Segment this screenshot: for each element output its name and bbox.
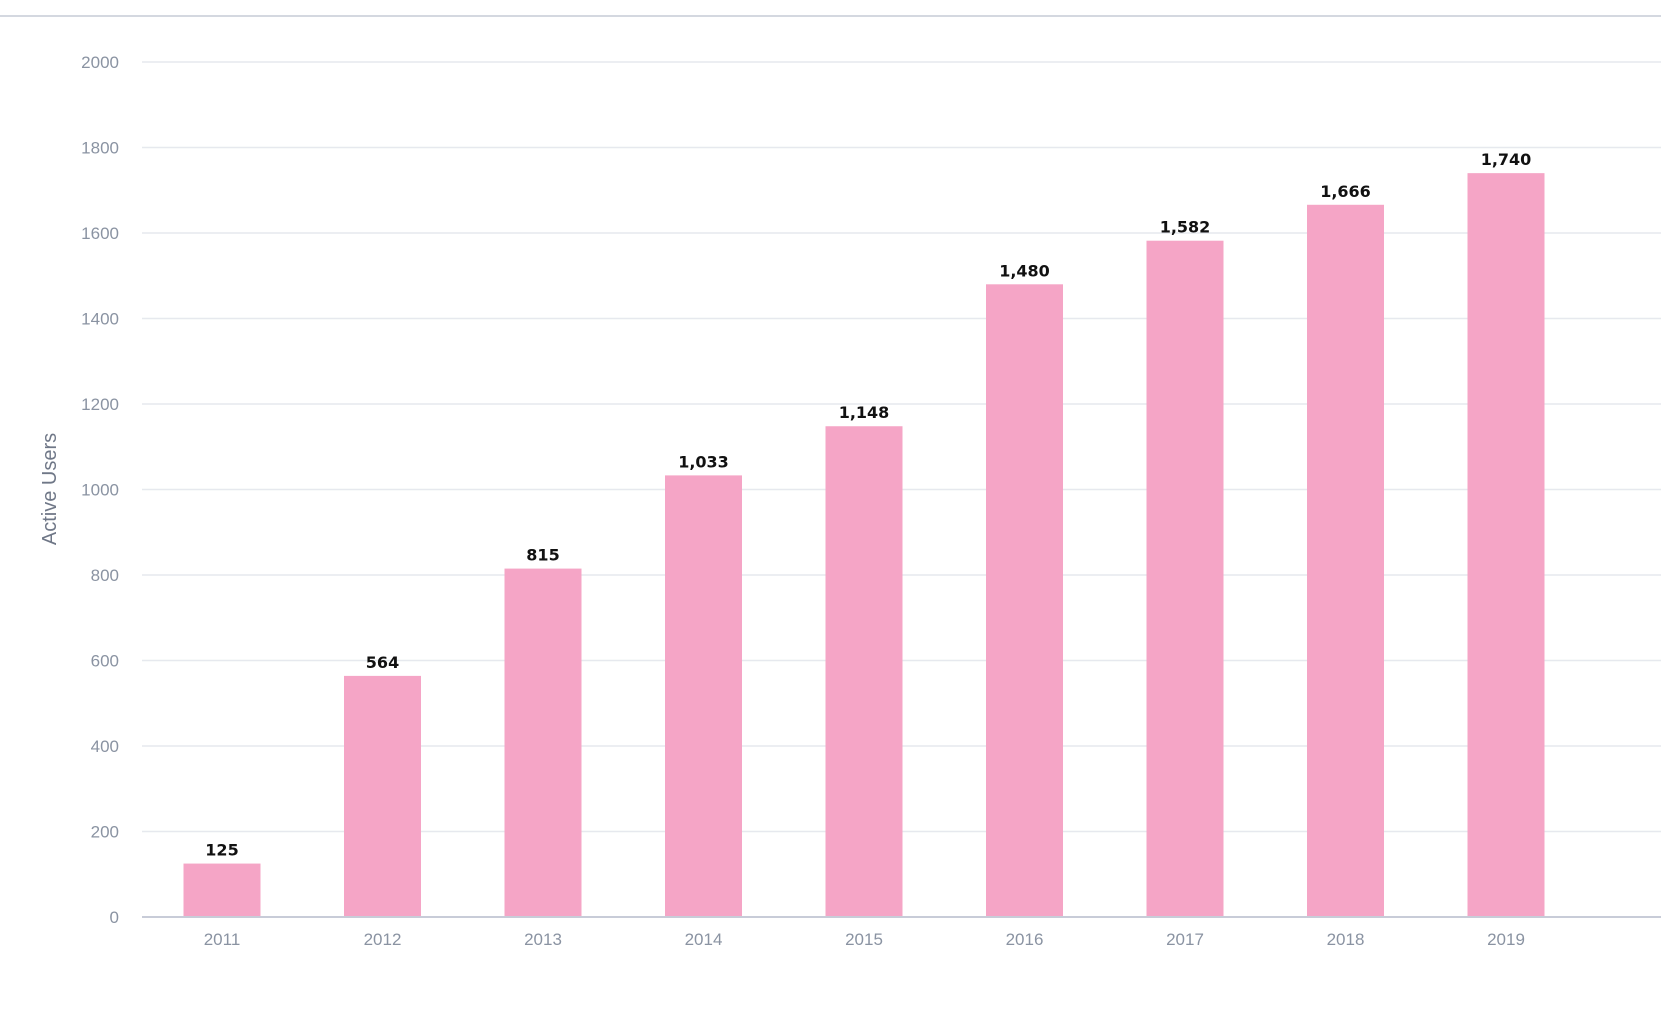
bar-data-label: 1,033 [678,452,729,471]
y-tick-label: 1000 [81,481,119,500]
y-tick-label: 200 [91,823,119,842]
y-tick-label: 600 [91,652,119,671]
x-tick-label: 2017 [1166,930,1204,949]
bar-data-label: 1,148 [839,403,890,422]
y-tick-label: 1200 [81,395,119,414]
bar-data-label: 815 [526,546,559,565]
bar-data-label: 564 [366,653,399,672]
y-tick-label: 1600 [81,224,119,243]
x-axis-ticks: 2011 2012 2013 2014 2015 2016 2017 2018 2019 [204,930,1525,949]
bar [1467,173,1545,917]
x-tick-label: 2014 [685,930,723,949]
x-tick-label: 2011 [204,930,241,949]
bar [504,568,582,917]
bar-data-label: 1,666 [1320,182,1371,201]
bar [183,863,261,917]
x-tick-label: 2018 [1327,930,1365,949]
bar-data-label: 1,582 [1160,218,1211,237]
x-tick-label: 2016 [1006,930,1044,949]
bar-data-label: 1,480 [999,261,1050,280]
bar [986,284,1063,917]
y-tick-label: 800 [91,566,119,585]
y-tick-label: 400 [91,737,119,756]
y-tick-label: 1800 [81,139,119,158]
y-axis-ticks: 0 200 400 600 800 1000 1200 1400 1600 1800 2000 [81,53,119,927]
y-axis-label: Active Users [39,433,61,545]
y-tick-label: 2000 [81,53,119,72]
bar-data-label: 125 [205,841,238,860]
y-tick-label: 0 [110,908,119,927]
bars [183,173,1545,917]
x-tick-label: 2015 [845,930,883,949]
x-tick-label: 2019 [1487,930,1525,949]
x-tick-label: 2013 [524,930,562,949]
x-tick-label: 2012 [364,930,402,949]
bar [825,426,903,917]
bar-data-label: 1,740 [1481,150,1532,169]
bar-data-labels: 125 564 815 1,033 1,148 1,480 1,582 1,666 1,740 [205,150,1531,859]
bar [344,675,421,917]
bar [665,475,742,917]
y-tick-label: 1400 [81,310,119,329]
bar [1146,240,1224,917]
bar [1307,204,1384,917]
